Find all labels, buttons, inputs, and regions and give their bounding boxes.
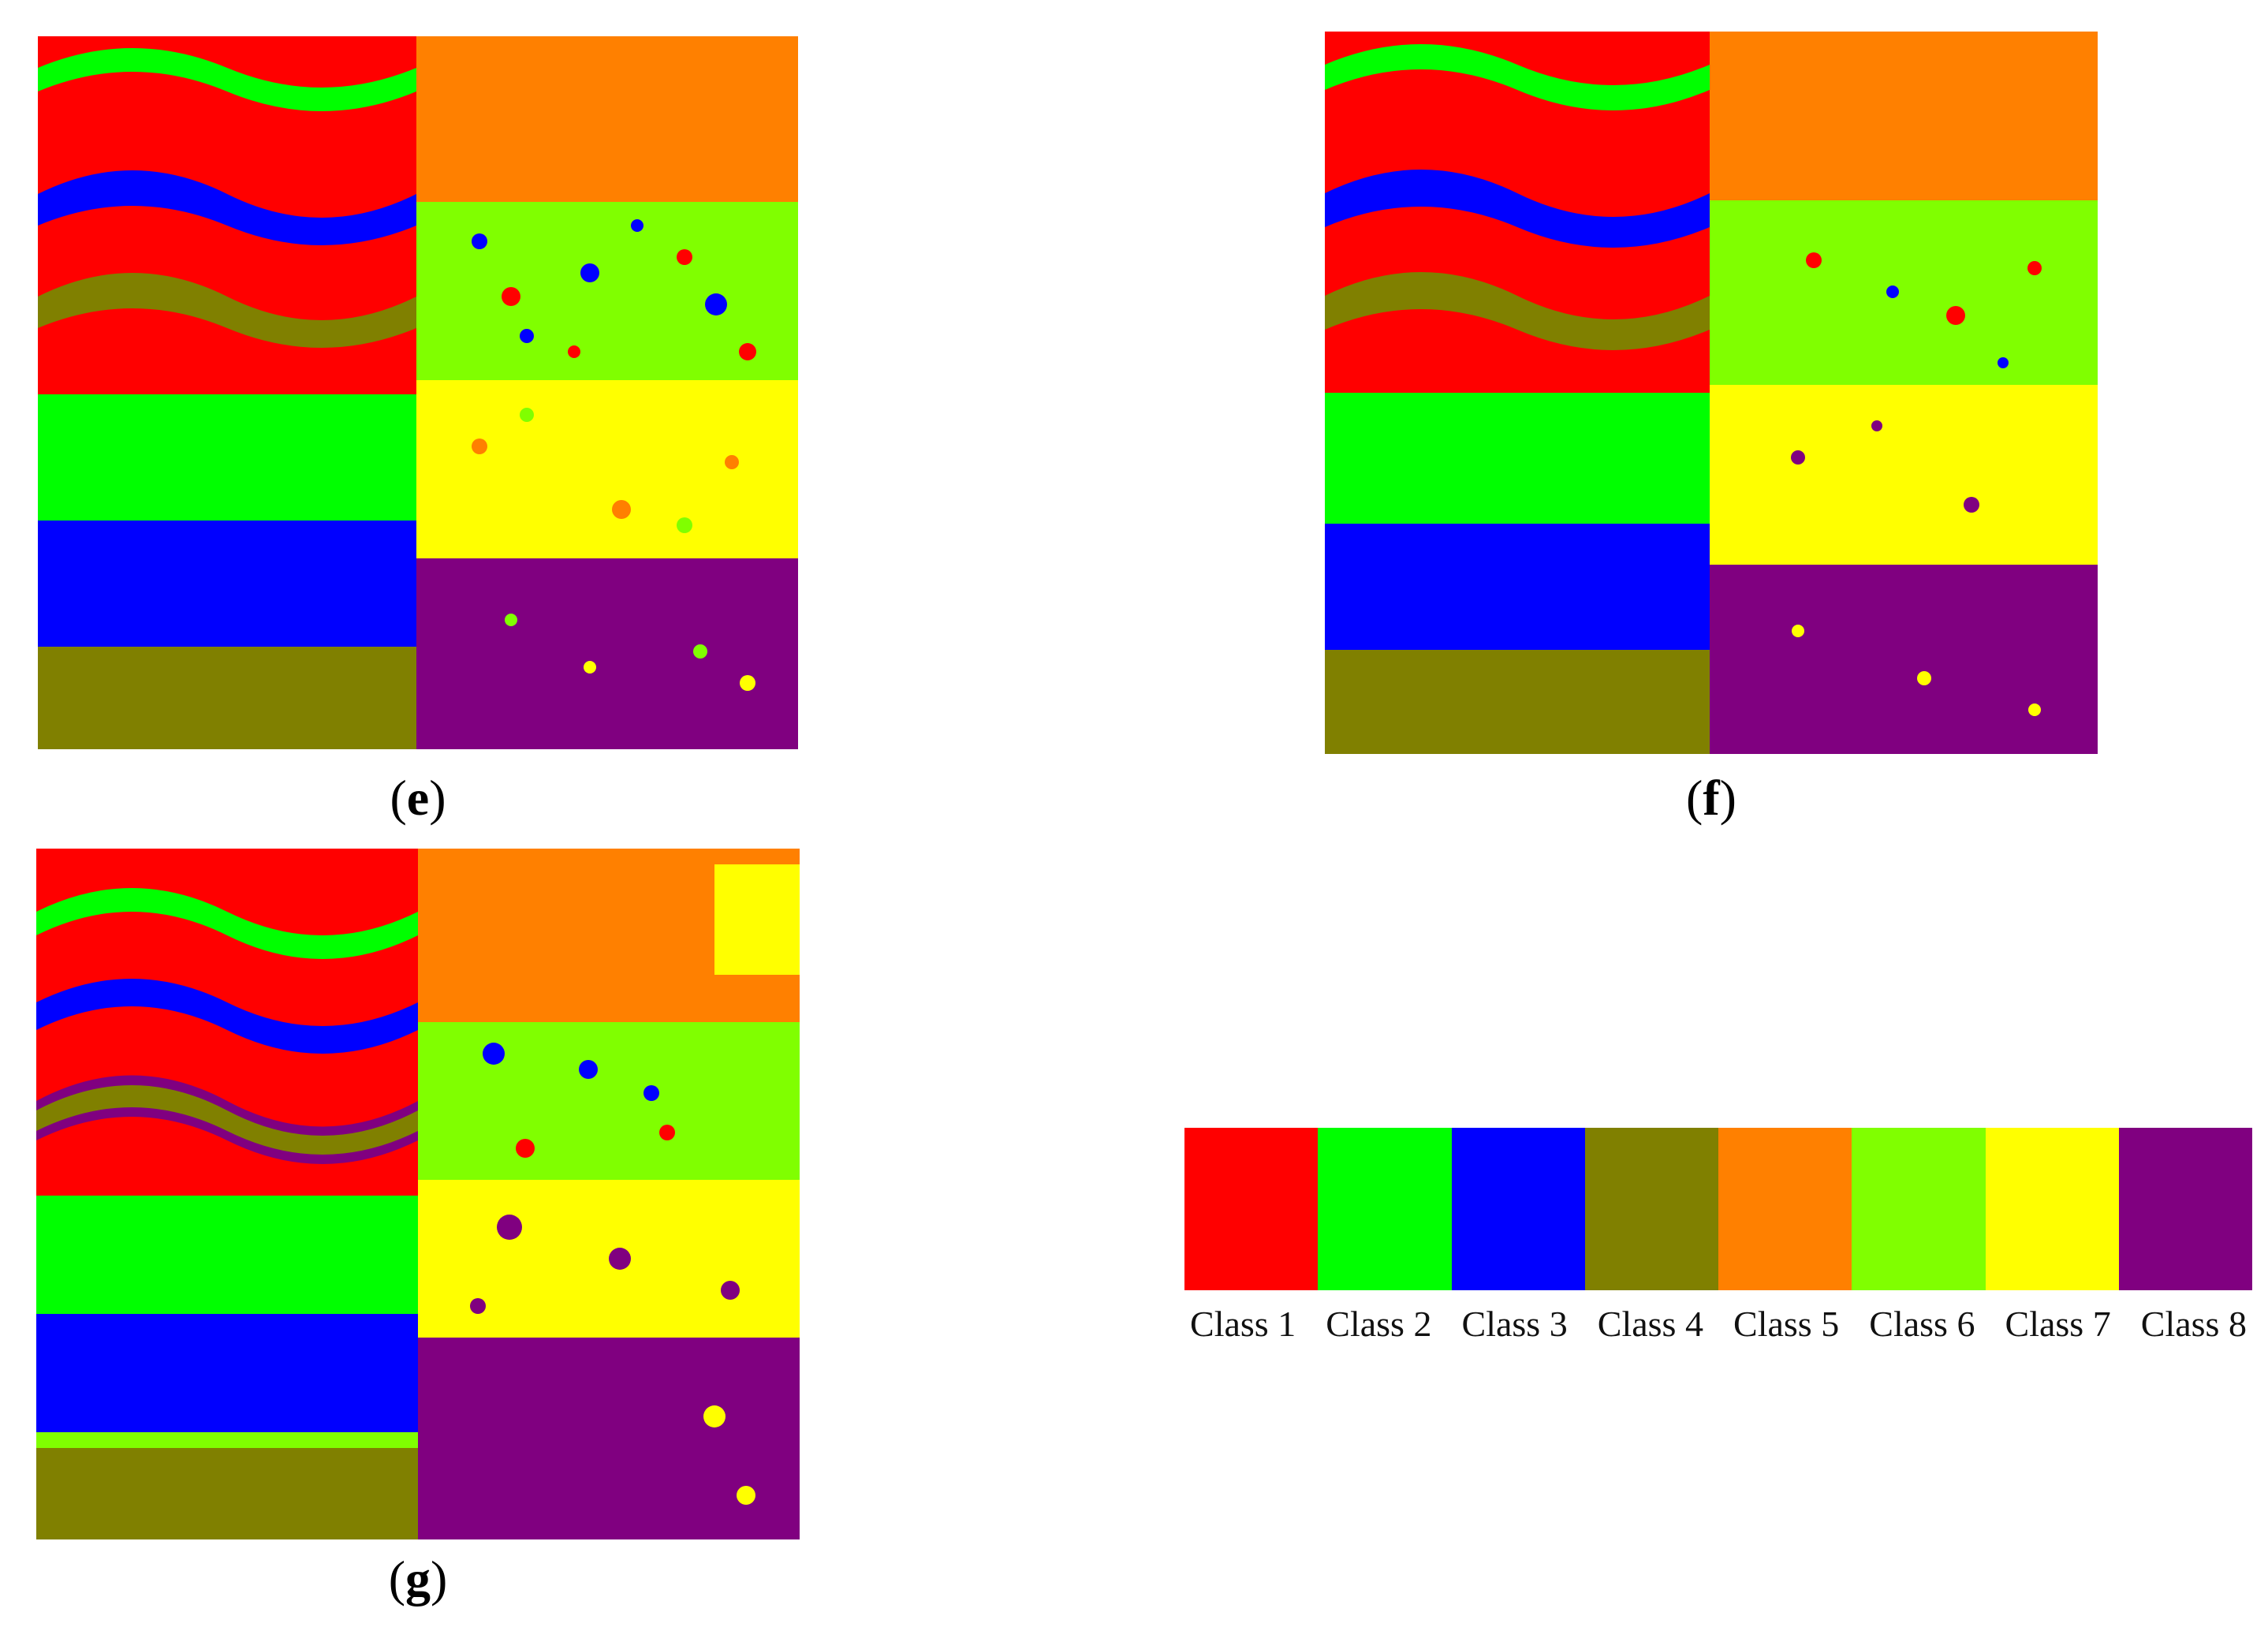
classification-map-e (38, 36, 798, 749)
legend-label-1: Class 1 (1190, 1304, 1296, 1344)
legend-label-4: Class 4 (1597, 1304, 1703, 1344)
map-g-svg (36, 849, 800, 1539)
panel-label-f: (f) (1686, 770, 1736, 826)
legend-swatch-2 (1318, 1128, 1452, 1290)
legend-swatch-6 (1852, 1128, 1986, 1290)
legend-swatch-7 (1985, 1128, 2119, 1290)
panel-label-e: (e) (390, 770, 446, 826)
class-legend-names: Class 1 Class 2 Class 3 Class 4 Class 5 Class… (1175, 1303, 2262, 1345)
legend-label-8: Class 8 (2140, 1304, 2247, 1344)
legend-label-6: Class 6 (1869, 1304, 1975, 1344)
legend-swatch-5 (1718, 1128, 1852, 1290)
legend-swatch-4 (1584, 1128, 1718, 1290)
legend-label-3: Class 3 (1461, 1304, 1568, 1344)
map-f-svg (1325, 32, 2098, 754)
legend-label-2: Class 2 (1326, 1304, 1432, 1344)
legend-swatch-8 (2118, 1128, 2252, 1290)
legend-swatch-1 (1184, 1128, 1319, 1290)
legend-label-7: Class 7 (2005, 1304, 2111, 1344)
panel-label-g: (g) (388, 1551, 448, 1607)
classification-map-f (1325, 32, 2098, 754)
legend-swatch-3 (1451, 1128, 1585, 1290)
map-e-svg (38, 36, 798, 749)
class-legend (1184, 1128, 2252, 1290)
legend-label-5: Class 5 (1733, 1304, 1840, 1344)
classification-map-g (36, 849, 800, 1539)
